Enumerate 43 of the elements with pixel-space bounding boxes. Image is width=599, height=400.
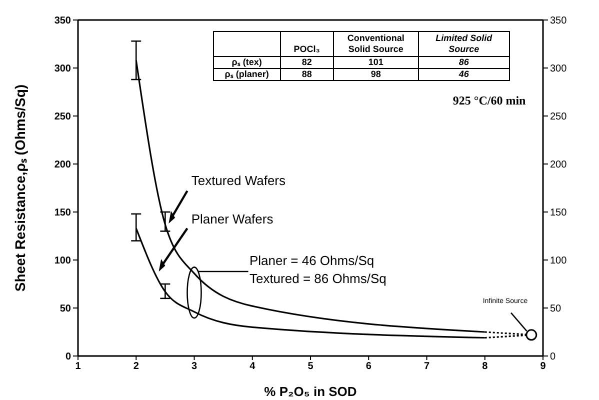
y-axis-title: Sheet Resistance,ρₛ (Ohms/Sq): [12, 84, 28, 292]
annotation: 82: [280, 56, 334, 68]
y-tick-label: 0: [65, 352, 72, 363]
annotation: ρₛ (planer): [213, 68, 280, 80]
y2-tick-label: 50: [550, 304, 562, 315]
annotation: 101: [333, 56, 418, 68]
annotation: Conventional Solid Source: [333, 32, 418, 56]
x-tick-label: 3: [191, 361, 198, 372]
y-tick-label: 250: [54, 112, 72, 123]
x-tick-label: 2: [133, 361, 140, 372]
y2-tick-label: 150: [550, 208, 568, 219]
x-tick-label: 4: [250, 361, 256, 372]
y-tick-label: 200: [54, 160, 72, 171]
y2-tick-label: 0: [550, 352, 556, 363]
annotation: ρₛ (tex): [213, 56, 280, 68]
y2-tick-label: 250: [550, 112, 568, 123]
x-axis-title: % P₂O₅ in SOD: [264, 384, 357, 399]
y-tick-label: 100: [54, 256, 72, 267]
y-tick-label: 150: [54, 208, 72, 219]
y-tick-label: 350: [54, 16, 72, 27]
annotation: Textured = 86 Ohms/Sq: [249, 271, 386, 286]
y2-tick-label: 300: [550, 64, 568, 75]
annotation: Textured Wafers: [191, 173, 286, 188]
y2-tick-label: 350: [550, 16, 568, 27]
x-tick-label: 6: [366, 361, 372, 372]
y2-tick-label: 200: [550, 160, 568, 171]
y-tick-label: 300: [54, 64, 72, 75]
y-tick-label: 50: [60, 304, 72, 315]
annotation: Planer = 46 Ohms/Sq: [249, 252, 374, 268]
annotation: Limited Solid Source: [418, 32, 510, 56]
annotation: 46: [418, 68, 510, 80]
annotation: 98: [333, 68, 418, 80]
annotation: POCl₃: [280, 32, 334, 56]
annotation: 86: [418, 56, 510, 68]
y2-tick-label: 100: [550, 256, 568, 267]
x-tick-label: 5: [308, 361, 314, 372]
annotation: Planer Wafers: [191, 212, 274, 227]
x-tick-label: 9: [540, 361, 546, 372]
x-tick-label: 1: [75, 361, 82, 372]
annotation: 925 °C/60 min: [452, 93, 526, 108]
annotation: 88: [280, 68, 334, 80]
x-tick-label: 7: [424, 361, 430, 372]
x-tick-label: 8: [482, 361, 488, 372]
